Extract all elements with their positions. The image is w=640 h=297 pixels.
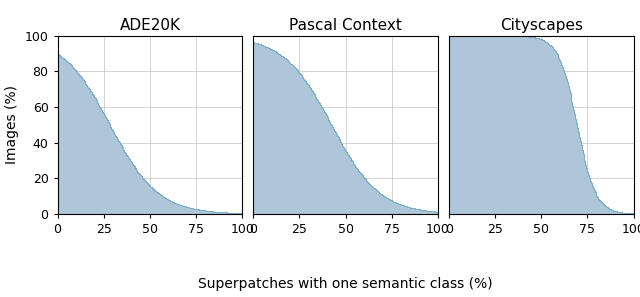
Y-axis label: Images (%): Images (%) xyxy=(5,85,19,164)
Title: ADE20K: ADE20K xyxy=(120,18,180,33)
Title: Cityscapes: Cityscapes xyxy=(500,18,583,33)
Text: Superpatches with one semantic class (%): Superpatches with one semantic class (%) xyxy=(198,277,493,291)
Title: Pascal Context: Pascal Context xyxy=(289,18,402,33)
